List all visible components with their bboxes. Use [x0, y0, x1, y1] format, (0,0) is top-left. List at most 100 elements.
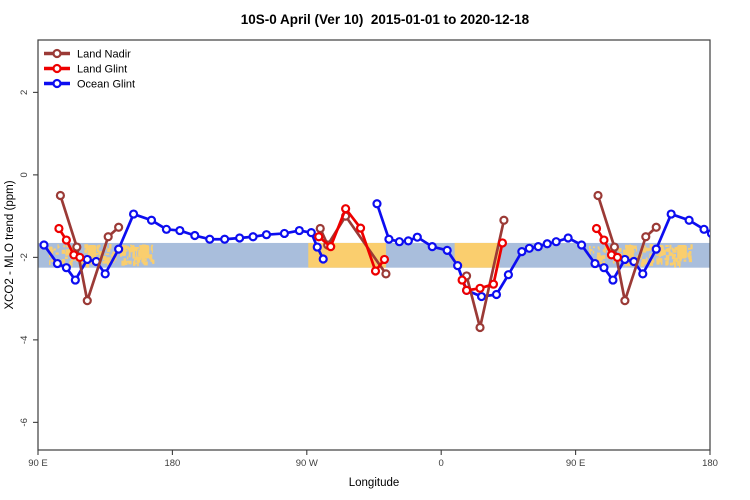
- island-speckle: [665, 261, 668, 266]
- series-line: [465, 218, 506, 329]
- island-speckle: [136, 255, 138, 260]
- island-speckle: [107, 248, 111, 253]
- island-speckle: [96, 248, 99, 253]
- data-point-marker: [248, 232, 258, 242]
- data-point-marker: [52, 258, 63, 269]
- island-speckle: [643, 261, 647, 265]
- data-point-marker: [457, 275, 467, 285]
- island-speckle: [124, 245, 128, 249]
- data-point-marker: [591, 223, 602, 234]
- island-speckle: [99, 251, 104, 256]
- island-speckle: [151, 244, 154, 247]
- island-speckle: [656, 259, 660, 265]
- island-speckle: [64, 256, 68, 259]
- legend-entry-0: Land Nadir: [44, 49, 131, 61]
- legend-entry-2: Ocean Glint: [44, 79, 135, 91]
- data-point-marker: [146, 215, 157, 225]
- data-point-marker: [599, 263, 609, 273]
- data-point-marker: [503, 270, 513, 280]
- data-point-marker: [666, 209, 676, 219]
- island-speckle: [133, 247, 138, 252]
- island-speckle: [600, 255, 603, 261]
- island-speckle: [65, 251, 69, 255]
- x-tick-label: 90 E: [566, 458, 586, 469]
- legend-label-land-glint: Land Glint: [77, 64, 127, 76]
- island-speckle: [69, 260, 72, 266]
- island-speckle: [119, 252, 122, 257]
- island-speckle: [683, 259, 687, 262]
- data-point-marker: [599, 235, 609, 245]
- island-speckle: [640, 262, 645, 267]
- data-point-marker: [72, 242, 82, 252]
- island-speckle: [645, 247, 649, 252]
- data-point-marker: [294, 225, 304, 236]
- data-point-marker: [114, 244, 124, 254]
- data-point-marker: [100, 269, 110, 279]
- data-point-marker: [461, 285, 472, 295]
- data-point-marker: [620, 254, 630, 265]
- y-tick-label: 0: [19, 172, 30, 177]
- island-speckle: [631, 250, 635, 253]
- island-speckle: [642, 259, 646, 263]
- island-speckle: [102, 255, 107, 261]
- data-point-marker: [497, 238, 508, 248]
- island-speckle: [627, 248, 629, 253]
- island-speckle: [121, 260, 125, 266]
- island-speckle: [688, 256, 692, 260]
- island-speckle: [603, 260, 605, 265]
- island-speckle: [48, 246, 53, 251]
- y-tick-label: 2: [19, 90, 30, 95]
- island-speckle: [128, 260, 132, 265]
- island-speckle: [665, 245, 669, 248]
- data-point-marker: [315, 223, 325, 234]
- island-speckle: [57, 244, 59, 249]
- x-tick-label: 180: [702, 458, 718, 469]
- island-speckle: [684, 254, 686, 256]
- data-point-marker: [542, 239, 552, 249]
- plot-frame: [37, 39, 711, 451]
- data-point-marker: [403, 236, 413, 246]
- island-speckle: [132, 244, 134, 248]
- data-point-marker: [533, 242, 543, 252]
- island-speckle: [141, 251, 145, 254]
- island-speckle: [61, 260, 64, 264]
- island-speckle: [150, 246, 153, 251]
- island-speckle: [674, 257, 678, 262]
- data-point-marker: [103, 232, 113, 242]
- island-speckle: [112, 251, 116, 257]
- island-speckle: [137, 261, 139, 267]
- data-point-marker: [312, 242, 322, 252]
- island-speckle: [144, 249, 149, 255]
- island-speckle: [109, 243, 112, 249]
- island-speckle: [678, 257, 683, 260]
- island-speckle: [65, 250, 69, 252]
- island-speckle: [80, 260, 83, 265]
- data-point-marker: [612, 252, 623, 262]
- island-speckle: [137, 256, 142, 260]
- island-speckle: [636, 255, 638, 259]
- island-speckle: [128, 251, 131, 256]
- island-speckle: [144, 258, 147, 261]
- island-speckle: [588, 245, 591, 249]
- island-speckle: [661, 248, 665, 253]
- data-point-marker: [442, 245, 452, 255]
- data-point-marker: [499, 215, 509, 225]
- island-speckle: [126, 260, 130, 263]
- island-speckle: [66, 245, 70, 248]
- island-speckle: [650, 258, 654, 264]
- island-speckle: [690, 244, 693, 250]
- island-speckle: [133, 258, 136, 262]
- island-speckle: [107, 260, 111, 266]
- island-speckle: [688, 258, 692, 263]
- island-speckle: [629, 244, 631, 246]
- data-point-marker: [161, 224, 172, 234]
- island-speckle: [668, 252, 673, 256]
- island-speckle: [110, 254, 114, 257]
- island-speckle: [633, 245, 637, 249]
- x-tick-label: 90 W: [296, 458, 318, 469]
- island-speckle: [680, 248, 684, 251]
- island-speckle: [649, 261, 653, 266]
- island-speckle: [148, 254, 153, 260]
- data-point-marker: [384, 234, 394, 244]
- data-point-marker: [684, 215, 694, 225]
